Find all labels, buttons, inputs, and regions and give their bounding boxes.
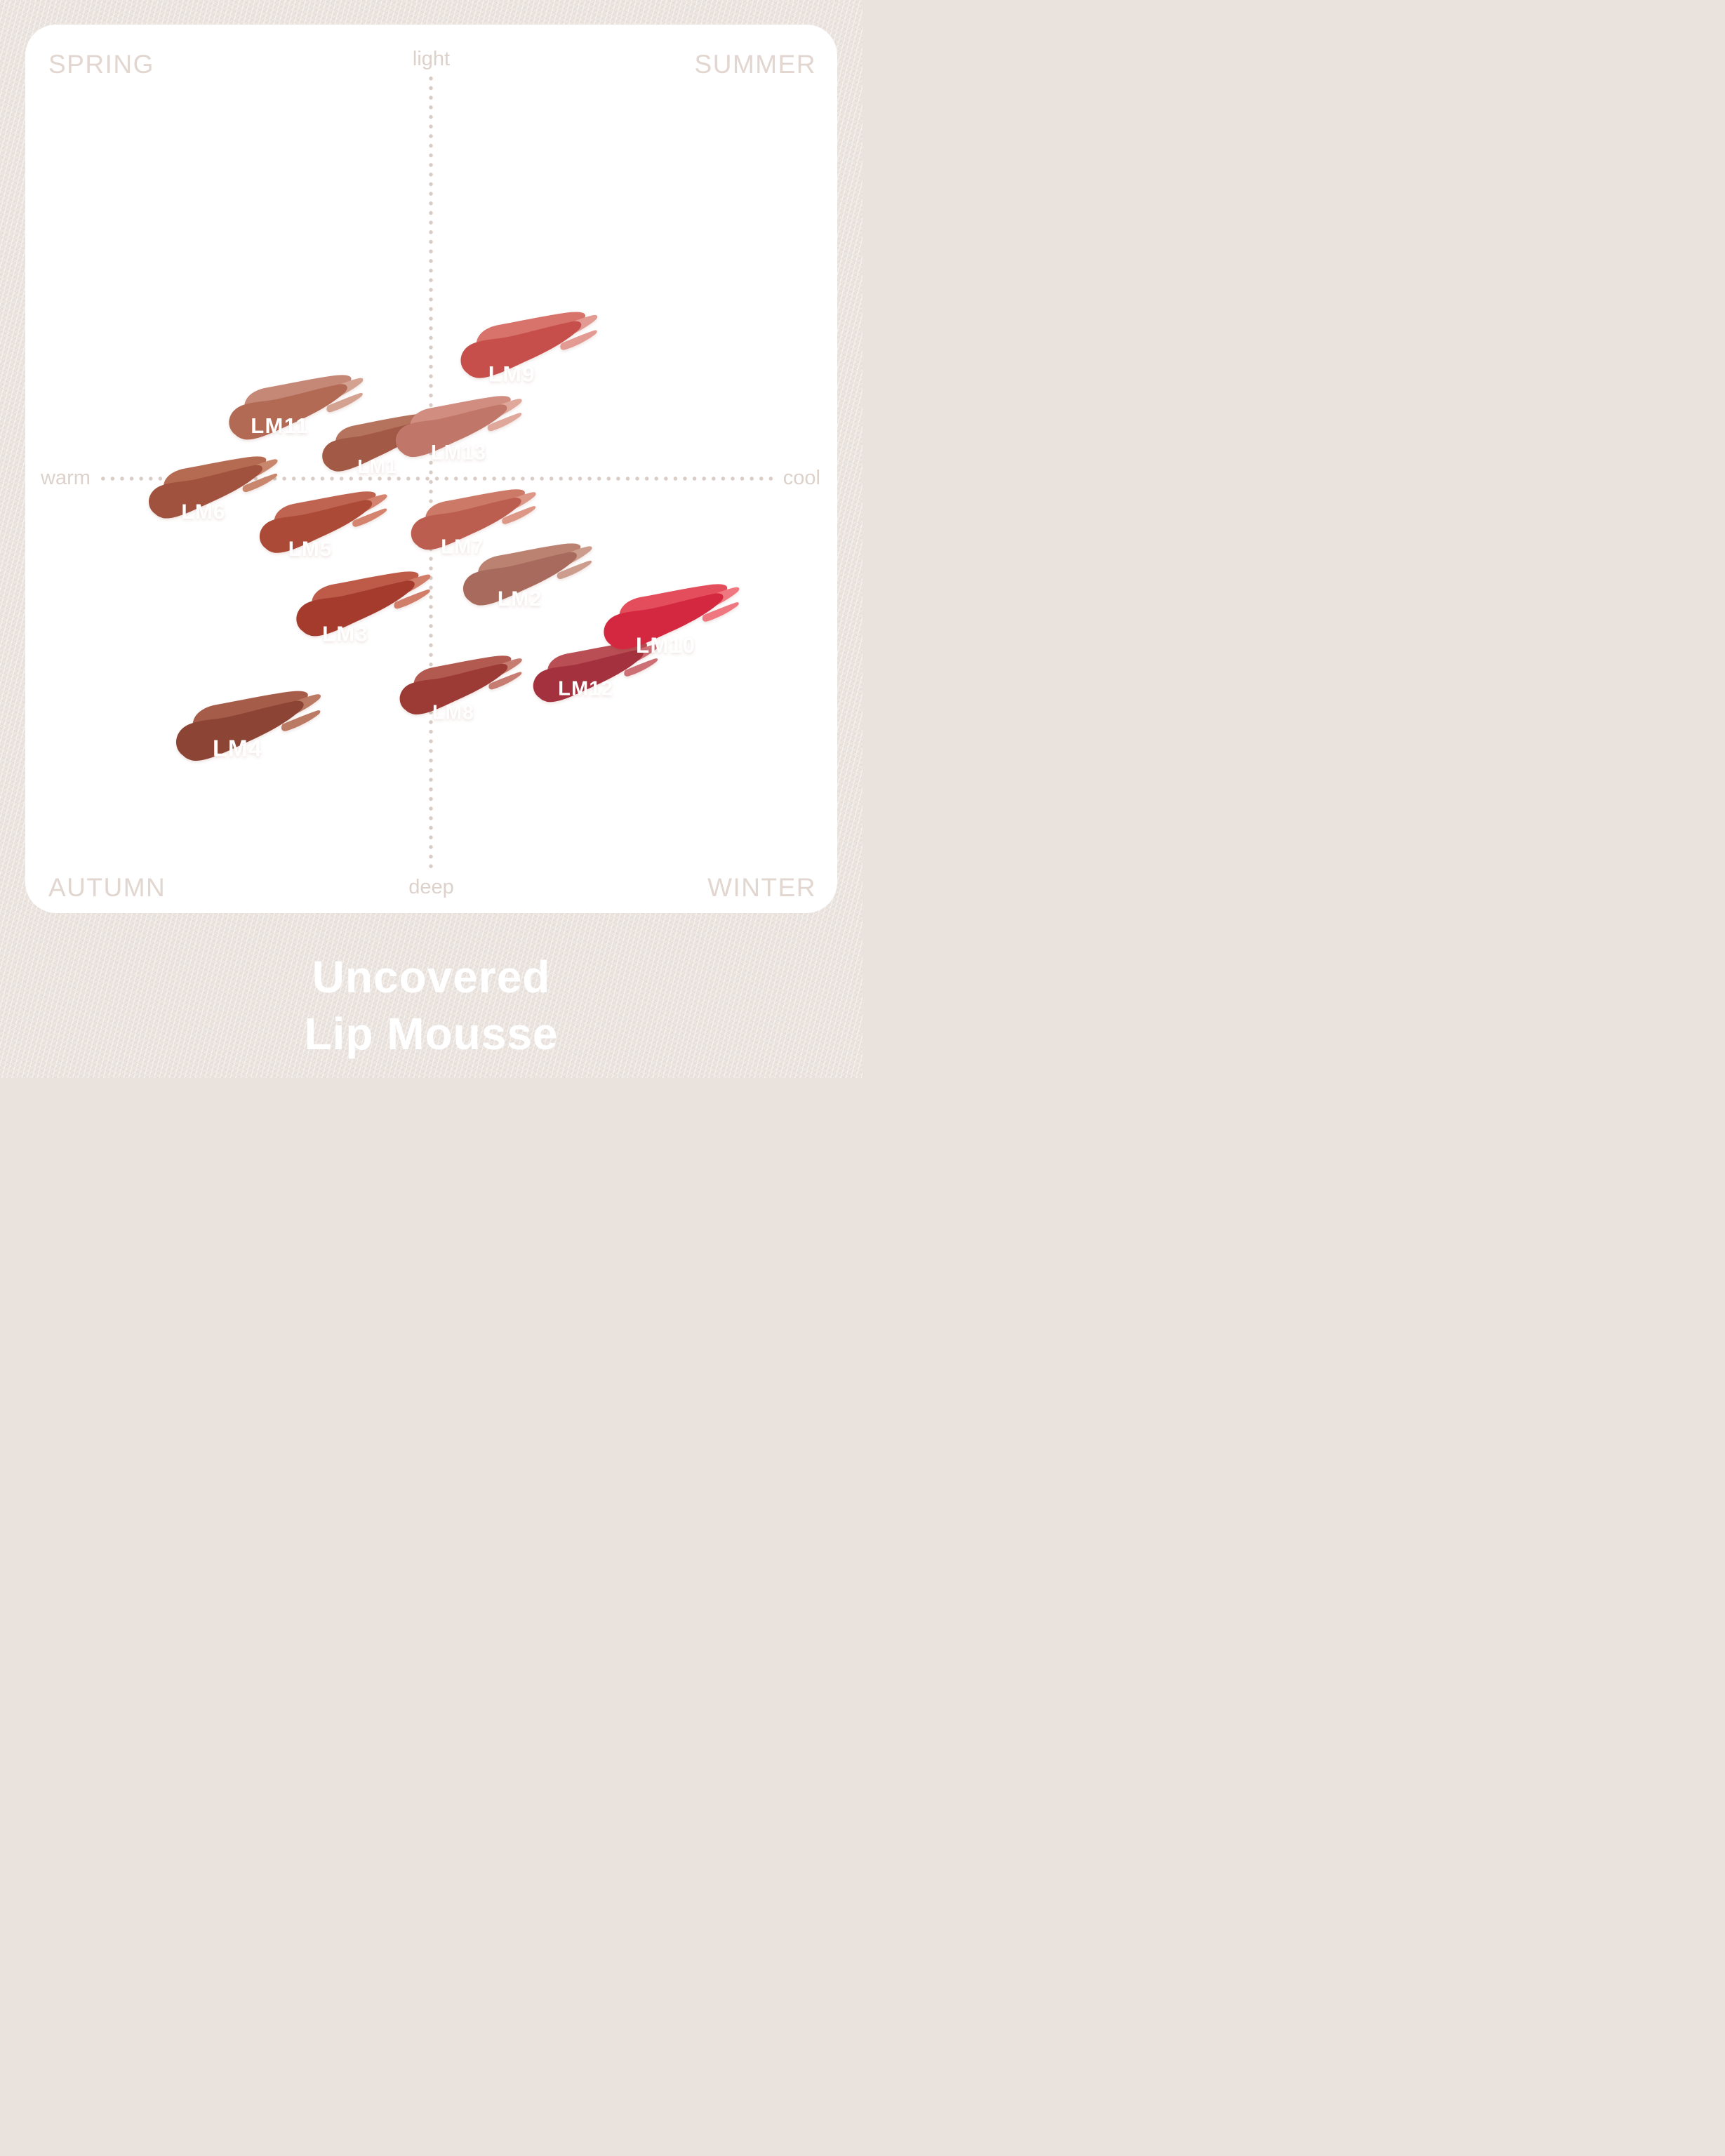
swatch-label: LM13 xyxy=(431,442,487,465)
swatch-label: LM10 xyxy=(636,633,695,658)
lip-smear-graphic: LM11 xyxy=(229,375,364,440)
lip-swatch: LM5 xyxy=(254,490,390,573)
smear-main-lobe xyxy=(149,465,262,519)
vertical-dotted-axis xyxy=(429,74,433,872)
axis-label-light: light xyxy=(412,48,451,70)
lip-swatch: LM11 xyxy=(223,373,366,460)
smear-main-lobe xyxy=(604,593,724,650)
corner-label-spring: SPRING xyxy=(48,50,154,79)
lip-swatch: LM12 xyxy=(528,640,661,721)
swatch-label: LM4 xyxy=(213,736,262,762)
smear-main-lobe xyxy=(259,500,373,553)
lip-smear-graphic: LM6 xyxy=(149,456,278,524)
lip-swatch: LM13 xyxy=(390,394,525,477)
horizontal-dotted-axis xyxy=(98,477,773,481)
axis-label-deep: deep xyxy=(408,876,454,898)
swatch-label: LM11 xyxy=(251,413,309,438)
swatch-layer: LM9 LM11 LM1 LM13 LM6 xyxy=(25,25,837,913)
page: SPRING SUMMER AUTUMN WINTER light deep w… xyxy=(0,0,862,1078)
product-title-line2: Lip Mousse xyxy=(304,1008,559,1059)
swatch-label: LM1 xyxy=(357,455,397,477)
smear-main-lobe xyxy=(399,663,508,714)
lip-smear-graphic: LM12 xyxy=(533,641,658,703)
corner-label-winter: WINTER xyxy=(707,873,816,902)
corner-label-autumn: AUTUMN xyxy=(48,873,166,902)
smear-main-lobe xyxy=(460,321,582,378)
lip-swatch: LM7 xyxy=(406,488,539,569)
product-title-line1: Uncovered xyxy=(312,952,551,1002)
lip-swatch: LM9 xyxy=(455,310,601,399)
lip-swatch: LM10 xyxy=(598,583,742,670)
swatch-label: LM2 xyxy=(498,587,542,611)
smear-main-lobe xyxy=(463,552,577,606)
lip-smear-graphic: LM4 xyxy=(176,691,321,762)
lip-smear-graphic: LM2 xyxy=(463,543,592,611)
lip-smear-graphic: LM3 xyxy=(296,571,431,646)
lip-swatch: LM8 xyxy=(394,654,525,733)
lip-smear-graphic: LM7 xyxy=(411,489,536,559)
smear-main-lobe xyxy=(411,498,521,550)
product-title: Uncovered Lip Mousse xyxy=(0,949,862,1062)
smear-main-lobe xyxy=(176,700,304,761)
lip-smear-graphic: LM8 xyxy=(399,656,522,723)
lip-swatch: LM4 xyxy=(170,689,324,783)
lip-swatch: LM6 xyxy=(143,455,281,538)
lip-smear-graphic: LM9 xyxy=(460,312,598,387)
swatch-label: LM8 xyxy=(432,700,474,723)
smear-main-lobe xyxy=(296,580,415,637)
lip-smear-graphic: LM5 xyxy=(259,491,387,561)
lip-swatch: LM3 xyxy=(291,570,434,657)
swatch-label: LM6 xyxy=(181,500,225,524)
lip-smear-graphic: LM13 xyxy=(395,396,522,465)
smear-main-lobe xyxy=(229,384,347,440)
smear-main-lobe xyxy=(533,650,644,703)
swatch-label: LM3 xyxy=(322,622,368,646)
swatch-label: LM7 xyxy=(441,535,484,558)
quadrant-card: SPRING SUMMER AUTUMN WINTER light deep w… xyxy=(25,25,837,913)
axis-label-warm: warm xyxy=(41,467,91,489)
axis-label-cool: cool xyxy=(782,467,820,489)
lip-swatch: LM2 xyxy=(458,542,595,625)
swatch-label: LM5 xyxy=(288,538,333,561)
corner-label-summer: SUMMER xyxy=(694,50,816,79)
lip-smear-graphic: LM10 xyxy=(604,584,740,658)
swatch-label: LM12 xyxy=(558,678,613,700)
swatch-label: LM9 xyxy=(488,361,535,387)
smear-main-lobe xyxy=(395,404,507,458)
